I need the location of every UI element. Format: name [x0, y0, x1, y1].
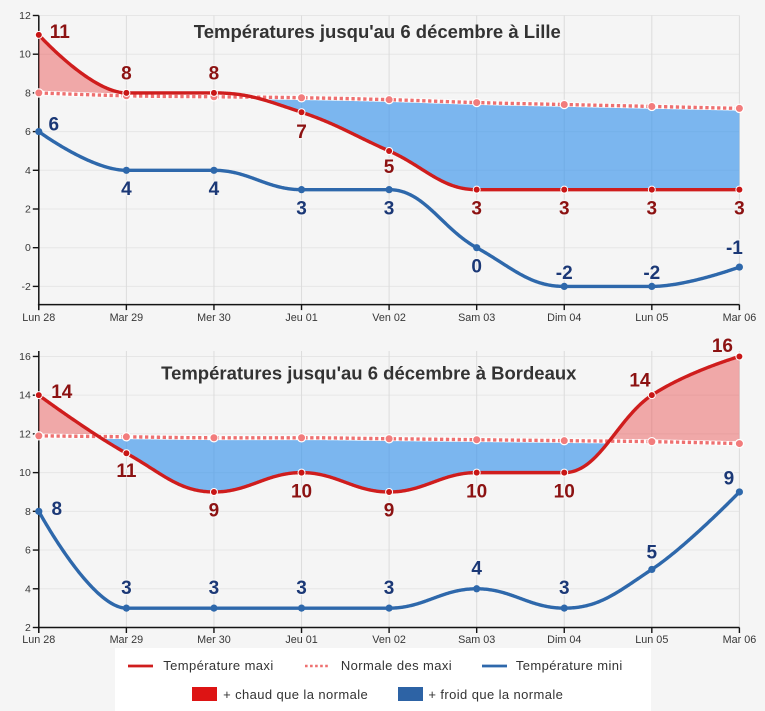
svg-text:16: 16 — [19, 351, 31, 363]
svg-text:16: 16 — [712, 336, 733, 357]
svg-text:10: 10 — [19, 49, 31, 61]
svg-text:10: 10 — [19, 467, 31, 479]
svg-text:6: 6 — [49, 114, 60, 135]
svg-text:Lun 05: Lun 05 — [635, 634, 668, 646]
svg-text:-2: -2 — [556, 263, 573, 284]
svg-text:12: 12 — [19, 10, 31, 22]
svg-text:-1: -1 — [726, 238, 743, 259]
svg-text:3: 3 — [647, 198, 658, 219]
svg-text:3: 3 — [296, 578, 307, 599]
svg-text:8: 8 — [25, 87, 31, 99]
svg-text:3: 3 — [384, 578, 395, 599]
svg-text:6: 6 — [25, 126, 31, 138]
svg-text:3: 3 — [734, 198, 745, 219]
svg-text:11: 11 — [116, 461, 137, 482]
svg-text:9: 9 — [384, 501, 395, 522]
svg-text:Mer 30: Mer 30 — [197, 634, 231, 646]
svg-text:Dim 04: Dim 04 — [547, 634, 581, 646]
svg-text:Jeu 01: Jeu 01 — [285, 312, 317, 324]
svg-text:-2: -2 — [643, 263, 660, 284]
svg-text:8: 8 — [25, 506, 31, 518]
svg-text:14: 14 — [629, 370, 651, 391]
svg-text:3: 3 — [559, 198, 570, 219]
svg-text:3: 3 — [209, 578, 220, 599]
svg-text:Sam 03: Sam 03 — [458, 634, 495, 646]
svg-text:-2: -2 — [21, 281, 30, 293]
svg-text:12: 12 — [19, 428, 31, 440]
svg-text:3: 3 — [471, 198, 482, 219]
svg-text:14: 14 — [19, 390, 31, 402]
svg-text:Lun 05: Lun 05 — [635, 312, 668, 324]
svg-text:8: 8 — [121, 64, 132, 85]
svg-text:Jeu 01: Jeu 01 — [285, 634, 317, 646]
svg-text:9: 9 — [209, 501, 220, 522]
svg-text:6: 6 — [25, 545, 31, 557]
svg-text:3: 3 — [121, 578, 132, 599]
svg-text:Mar 29: Mar 29 — [110, 312, 144, 324]
svg-text:4: 4 — [209, 179, 220, 200]
svg-text:Températures jusqu'au 6 décemb: Températures jusqu'au 6 décembre à Lille — [194, 21, 561, 42]
svg-text:2: 2 — [25, 622, 31, 634]
svg-text:4: 4 — [25, 583, 31, 595]
svg-text:Sam 03: Sam 03 — [458, 312, 495, 324]
svg-text:0: 0 — [25, 242, 31, 254]
svg-text:11: 11 — [50, 22, 71, 43]
svg-text:2: 2 — [25, 204, 31, 216]
svg-text:Températures jusqu'au 6 décemb: Températures jusqu'au 6 décembre à Borde… — [161, 362, 577, 383]
svg-text:Mar 06: Mar 06 — [723, 312, 757, 324]
svg-text:8: 8 — [209, 64, 220, 85]
svg-text:Dim 04: Dim 04 — [547, 312, 581, 324]
svg-text:10: 10 — [466, 482, 487, 503]
svg-text:10: 10 — [291, 482, 312, 503]
svg-text:14: 14 — [51, 382, 73, 403]
svg-text:3: 3 — [296, 198, 307, 219]
svg-text:Ven 02: Ven 02 — [372, 634, 406, 646]
svg-text:7: 7 — [296, 122, 307, 143]
svg-text:Mer 30: Mer 30 — [197, 312, 231, 324]
svg-text:4: 4 — [25, 165, 31, 177]
svg-text:3: 3 — [384, 198, 395, 219]
svg-text:4: 4 — [471, 559, 482, 580]
svg-text:Lun 28: Lun 28 — [22, 312, 55, 324]
svg-text:4: 4 — [121, 179, 132, 200]
svg-text:9: 9 — [724, 469, 735, 490]
svg-text:0: 0 — [471, 256, 482, 277]
svg-text:Mar 06: Mar 06 — [723, 634, 757, 646]
svg-text:Ven 02: Ven 02 — [372, 312, 406, 324]
svg-text:3: 3 — [559, 578, 570, 599]
svg-text:5: 5 — [647, 542, 658, 563]
svg-text:8: 8 — [52, 499, 63, 520]
svg-text:10: 10 — [554, 482, 575, 503]
svg-text:Lun 28: Lun 28 — [22, 634, 55, 646]
svg-text:5: 5 — [384, 157, 395, 178]
svg-text:Mar 29: Mar 29 — [110, 634, 144, 646]
